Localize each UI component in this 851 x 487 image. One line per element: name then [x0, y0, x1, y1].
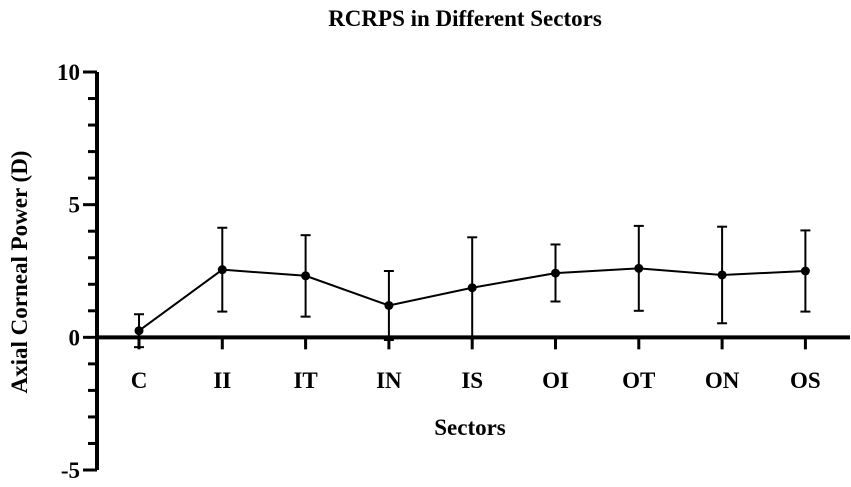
x-tick-label: II	[213, 368, 231, 393]
data-point	[634, 263, 644, 273]
y-tick-label: 10	[57, 60, 80, 85]
data-point	[384, 300, 394, 310]
x-ticks: C II IT IN IS OI OT ON OS	[131, 337, 821, 393]
y-tick-label: -5	[61, 458, 80, 483]
x-tick-label: OS	[790, 368, 821, 393]
data-point	[217, 265, 227, 275]
axes	[95, 72, 850, 470]
data-point	[800, 266, 810, 276]
data-point	[134, 326, 144, 336]
x-tick-label: IN	[376, 368, 402, 393]
x-tick-label: OI	[542, 368, 569, 393]
x-axis-label: Sectors	[434, 415, 506, 440]
data-point	[551, 268, 560, 278]
chart-title: RCRPS in Different Sectors	[328, 6, 602, 31]
x-tick-label: IS	[461, 368, 483, 393]
y-axis-label: Axial Corneal Power (D)	[7, 151, 32, 394]
x-tick-label: ON	[705, 368, 740, 393]
data-point	[301, 271, 311, 281]
data-point	[467, 283, 477, 293]
y-tick-label: 5	[69, 193, 81, 218]
data-points	[134, 263, 810, 336]
y-tick-label: 0	[69, 325, 81, 350]
x-tick-label: IT	[293, 368, 317, 393]
data-point	[717, 270, 727, 280]
y-ticks: 10 5 0 -5	[57, 60, 97, 483]
x-tick-label: C	[131, 368, 148, 393]
x-tick-label: OT	[622, 368, 655, 393]
